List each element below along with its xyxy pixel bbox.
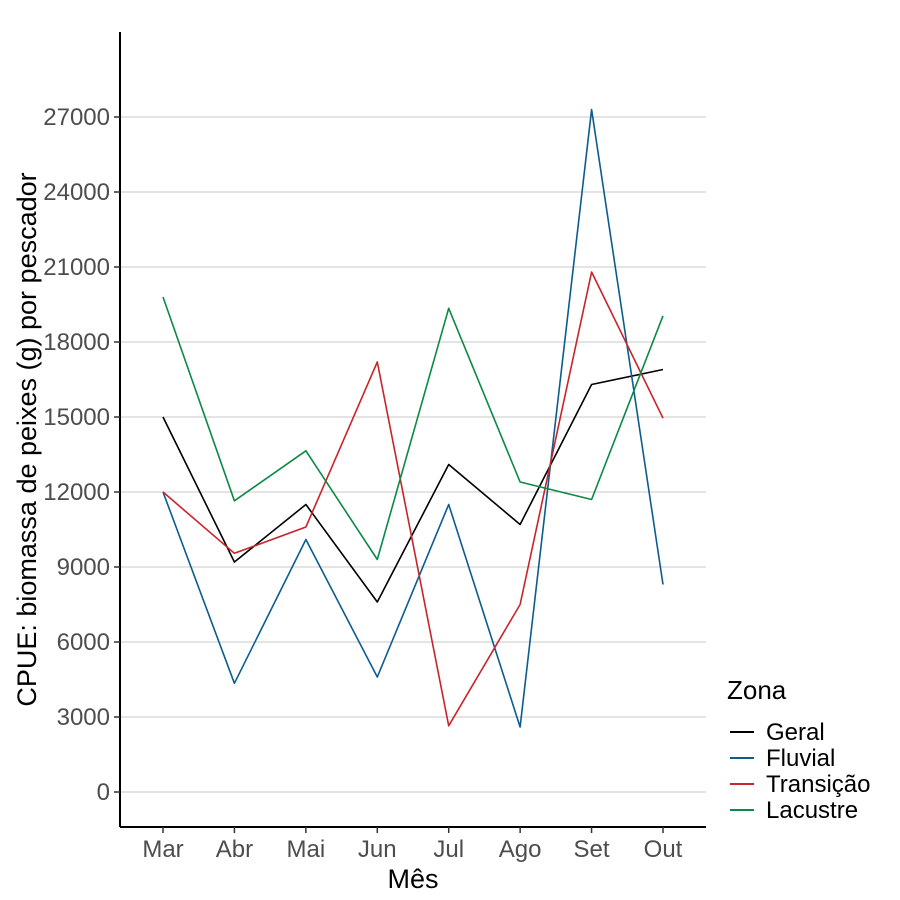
- x-tick-label: Abr: [216, 836, 253, 863]
- x-axis-title: Mês: [387, 864, 438, 894]
- y-tick-label: 9000: [57, 554, 110, 581]
- y-tick-label: 15000: [43, 404, 110, 431]
- gridlines: [120, 116, 706, 793]
- x-tick-label: Mai: [287, 836, 326, 863]
- y-tick-label: 6000: [57, 629, 110, 656]
- y-tick-label: 12000: [43, 479, 110, 506]
- y-tick-label: 0: [97, 779, 110, 806]
- y-tick-label: 18000: [43, 329, 110, 356]
- y-tick-label: 21000: [43, 254, 110, 281]
- series-line-fluvial: [162, 108, 664, 728]
- x-tick-label: Mar: [142, 836, 183, 863]
- x-axis-ticks: Mar Abr Mai Jun Jul Ago Set Out: [142, 827, 683, 863]
- series-line-lacustre: [162, 296, 664, 561]
- x-tick-label: Jun: [358, 836, 397, 863]
- x-tick-label: Out: [644, 836, 683, 863]
- legend-label: Lacustre: [766, 797, 858, 824]
- x-tick-label: Jul: [433, 836, 464, 863]
- x-tick-label: Set: [574, 836, 610, 863]
- y-tick-label: 3000: [57, 704, 110, 731]
- legend-title: Zona: [727, 675, 787, 705]
- legend-label: Fluvial: [766, 745, 835, 772]
- y-axis-ticks: 0 3000 6000 9000 12000 15000 18000 21000 24000 27…: [43, 104, 120, 806]
- series-line-transição: [162, 271, 664, 727]
- x-tick-label: Ago: [499, 836, 542, 863]
- series-line-geral: [162, 368, 664, 603]
- legend-label: Geral: [766, 719, 825, 746]
- y-tick-label: 24000: [43, 179, 110, 206]
- y-tick-label: 27000: [43, 104, 110, 131]
- series-lines: [162, 108, 664, 728]
- legend-label: Transição: [766, 771, 870, 798]
- y-axis-title: CPUE: biomassa de peixes (g) por pescado…: [12, 172, 42, 706]
